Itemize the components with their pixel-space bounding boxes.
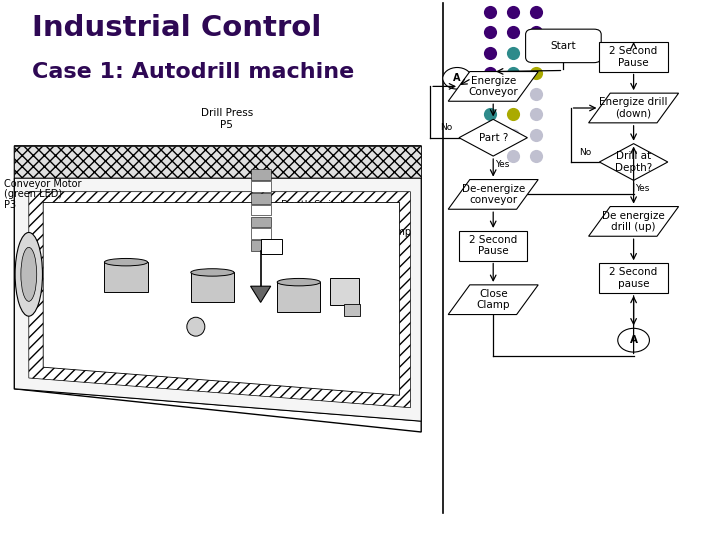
Polygon shape	[599, 144, 668, 180]
Text: No: No	[440, 124, 452, 132]
Polygon shape	[14, 146, 421, 178]
Text: Start: Start	[551, 41, 576, 51]
Point	[484, 28, 495, 37]
Text: Industrial Control: Industrial Control	[32, 14, 322, 42]
FancyBboxPatch shape	[251, 217, 271, 227]
Point	[507, 151, 518, 160]
Point	[484, 69, 495, 78]
Text: P5: P5	[220, 120, 233, 130]
Polygon shape	[251, 286, 271, 302]
Point	[484, 8, 495, 16]
Text: Drill Press: Drill Press	[201, 109, 253, 118]
Text: De energize
drill (up): De energize drill (up)	[602, 211, 665, 232]
FancyBboxPatch shape	[459, 231, 527, 260]
Text: A: A	[629, 335, 638, 345]
Text: Yes: Yes	[635, 184, 649, 193]
FancyBboxPatch shape	[251, 169, 271, 180]
Ellipse shape	[15, 232, 42, 316]
Text: Depth Switch: Depth Switch	[281, 200, 346, 210]
Point	[507, 131, 518, 139]
Polygon shape	[589, 206, 679, 237]
Text: A: A	[454, 73, 461, 83]
Text: P1: P1	[151, 322, 163, 332]
Point	[507, 49, 518, 57]
Polygon shape	[43, 202, 400, 395]
FancyBboxPatch shape	[251, 181, 271, 192]
Polygon shape	[448, 179, 539, 209]
Circle shape	[618, 328, 649, 352]
FancyBboxPatch shape	[277, 282, 320, 312]
Ellipse shape	[191, 269, 234, 276]
Point	[530, 110, 541, 119]
Polygon shape	[589, 93, 679, 123]
Point	[530, 28, 541, 37]
FancyBboxPatch shape	[599, 263, 668, 293]
Point	[507, 28, 518, 37]
Circle shape	[443, 68, 472, 89]
Text: P2: P2	[281, 211, 293, 221]
Point	[530, 90, 541, 98]
Point	[530, 8, 541, 16]
Point	[507, 69, 518, 78]
Point	[507, 110, 518, 119]
Ellipse shape	[104, 259, 148, 266]
Point	[530, 69, 541, 78]
FancyBboxPatch shape	[104, 262, 148, 292]
Text: 2 Second
Pause: 2 Second Pause	[469, 235, 518, 256]
Ellipse shape	[277, 279, 320, 286]
FancyBboxPatch shape	[251, 193, 271, 204]
FancyBboxPatch shape	[251, 240, 271, 251]
Point	[530, 151, 541, 160]
Polygon shape	[29, 192, 410, 408]
Polygon shape	[448, 285, 539, 314]
Text: (yellow LED): (yellow LED)	[335, 238, 396, 248]
FancyBboxPatch shape	[261, 239, 282, 254]
Text: No: No	[579, 148, 591, 157]
Text: Close
Clamp: Close Clamp	[477, 289, 510, 310]
Point	[484, 90, 495, 98]
FancyBboxPatch shape	[191, 272, 234, 302]
FancyBboxPatch shape	[330, 278, 359, 305]
Polygon shape	[14, 178, 421, 421]
Text: Yes: Yes	[495, 160, 509, 168]
Text: Drill at
Depth?: Drill at Depth?	[615, 151, 652, 173]
FancyBboxPatch shape	[599, 42, 668, 71]
Ellipse shape	[187, 317, 205, 336]
Point	[484, 131, 495, 139]
Point	[507, 8, 518, 16]
Text: (green LED): (green LED)	[4, 190, 62, 199]
Point	[484, 49, 495, 57]
Point	[484, 110, 495, 119]
FancyBboxPatch shape	[526, 29, 601, 63]
Text: Energize drill
(down): Energize drill (down)	[599, 97, 668, 119]
Point	[530, 49, 541, 57]
Text: Conveyor Motor: Conveyor Motor	[4, 179, 81, 188]
Ellipse shape	[21, 247, 37, 301]
FancyBboxPatch shape	[251, 228, 271, 239]
Text: 2 Second
Pause: 2 Second Pause	[609, 46, 658, 68]
Point	[530, 131, 541, 139]
FancyBboxPatch shape	[344, 304, 360, 316]
Polygon shape	[448, 71, 539, 102]
Polygon shape	[459, 119, 527, 156]
Text: P4: P4	[335, 249, 347, 259]
Text: Part ?: Part ?	[479, 133, 508, 143]
Text: Energize
Conveyor: Energize Conveyor	[468, 76, 518, 97]
Text: De-energize
conveyor: De-energize conveyor	[462, 184, 525, 205]
Text: Solenoid Clamp: Solenoid Clamp	[335, 227, 411, 237]
Polygon shape	[14, 389, 421, 421]
FancyBboxPatch shape	[251, 205, 271, 215]
Point	[507, 90, 518, 98]
Text: Case 1: Autodrill machine: Case 1: Autodrill machine	[32, 62, 355, 82]
Text: P3: P3	[4, 200, 16, 210]
Text: Part Switch: Part Switch	[151, 311, 206, 321]
Text: 2 Second
pause: 2 Second pause	[609, 267, 658, 289]
